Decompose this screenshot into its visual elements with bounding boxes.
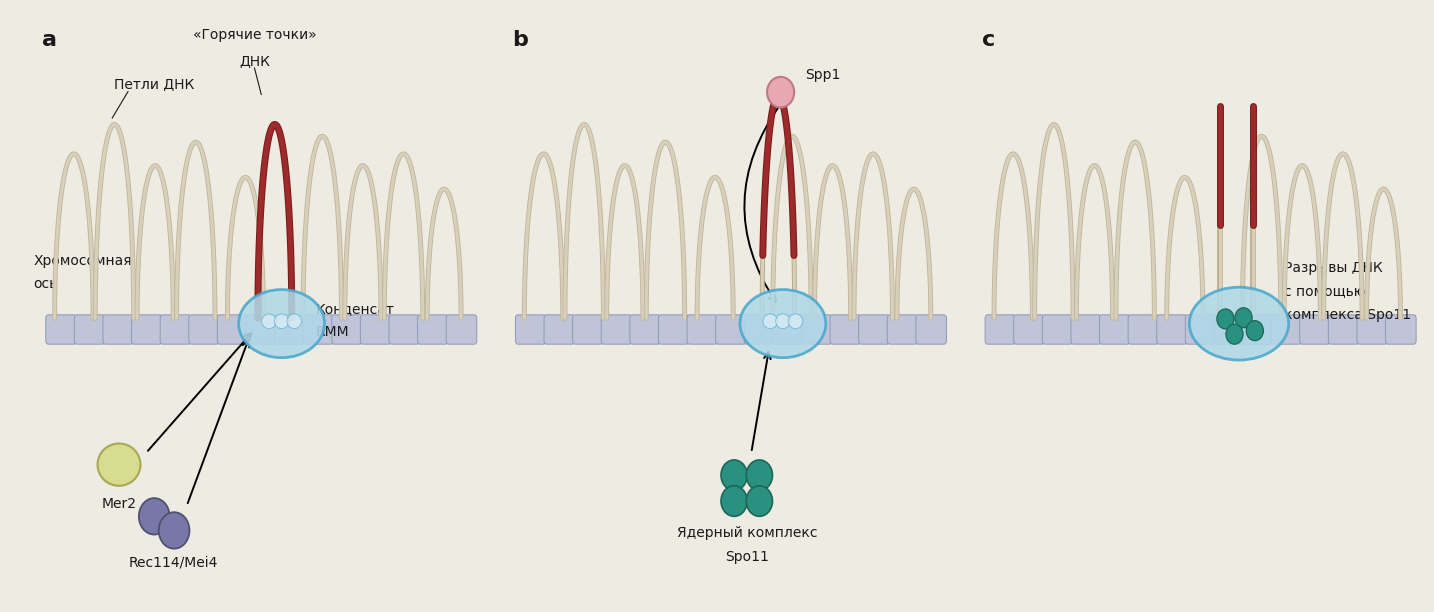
Ellipse shape xyxy=(262,314,277,329)
FancyBboxPatch shape xyxy=(859,315,889,344)
Ellipse shape xyxy=(1246,321,1263,341)
Ellipse shape xyxy=(721,460,747,490)
FancyBboxPatch shape xyxy=(274,315,305,344)
FancyBboxPatch shape xyxy=(1299,315,1331,344)
Text: b: b xyxy=(512,30,528,50)
FancyBboxPatch shape xyxy=(1328,315,1359,344)
Text: Spp1: Spp1 xyxy=(806,67,840,81)
FancyBboxPatch shape xyxy=(830,315,860,344)
FancyBboxPatch shape xyxy=(658,315,688,344)
Text: Ядерный комплекс: Ядерный комплекс xyxy=(677,526,817,540)
Text: ось: ось xyxy=(33,277,57,291)
FancyBboxPatch shape xyxy=(1043,315,1073,344)
FancyBboxPatch shape xyxy=(46,315,76,344)
FancyBboxPatch shape xyxy=(1357,315,1388,344)
FancyBboxPatch shape xyxy=(802,315,832,344)
FancyBboxPatch shape xyxy=(1129,315,1159,344)
FancyBboxPatch shape xyxy=(1385,315,1417,344)
FancyBboxPatch shape xyxy=(572,315,604,344)
Text: ДНК: ДНК xyxy=(239,54,270,68)
FancyBboxPatch shape xyxy=(1271,315,1302,344)
FancyBboxPatch shape xyxy=(446,315,476,344)
FancyBboxPatch shape xyxy=(744,315,774,344)
FancyBboxPatch shape xyxy=(1186,315,1216,344)
Text: Разрывы ДНК: Разрывы ДНК xyxy=(1285,261,1382,275)
Text: c: c xyxy=(982,30,995,50)
Text: Хромосомная: Хромосомная xyxy=(33,254,132,268)
FancyBboxPatch shape xyxy=(417,315,449,344)
Ellipse shape xyxy=(1235,308,1252,328)
FancyBboxPatch shape xyxy=(132,315,162,344)
Text: «Горячие точки»: «Горячие точки» xyxy=(192,28,317,42)
FancyBboxPatch shape xyxy=(331,315,363,344)
FancyBboxPatch shape xyxy=(888,315,918,344)
Ellipse shape xyxy=(789,314,803,329)
Ellipse shape xyxy=(776,314,790,329)
Text: Spo11: Spo11 xyxy=(724,550,769,564)
Ellipse shape xyxy=(287,314,301,329)
FancyBboxPatch shape xyxy=(360,315,391,344)
FancyBboxPatch shape xyxy=(716,315,746,344)
Text: a: a xyxy=(42,30,57,50)
FancyBboxPatch shape xyxy=(1100,315,1130,344)
FancyBboxPatch shape xyxy=(247,315,277,344)
FancyBboxPatch shape xyxy=(161,315,191,344)
FancyBboxPatch shape xyxy=(630,315,661,344)
Text: RMM: RMM xyxy=(315,326,348,340)
Ellipse shape xyxy=(746,486,773,517)
Ellipse shape xyxy=(767,77,794,108)
FancyBboxPatch shape xyxy=(389,315,420,344)
FancyBboxPatch shape xyxy=(985,315,1015,344)
FancyBboxPatch shape xyxy=(1014,315,1044,344)
Text: Mer2: Mer2 xyxy=(102,497,136,511)
FancyBboxPatch shape xyxy=(543,315,575,344)
FancyBboxPatch shape xyxy=(189,315,219,344)
FancyBboxPatch shape xyxy=(1157,315,1187,344)
Ellipse shape xyxy=(159,512,189,548)
Text: комплекса Spo11: комплекса Spo11 xyxy=(1285,308,1411,322)
Ellipse shape xyxy=(238,289,324,357)
FancyBboxPatch shape xyxy=(1215,315,1245,344)
FancyBboxPatch shape xyxy=(75,315,105,344)
FancyBboxPatch shape xyxy=(515,315,546,344)
FancyBboxPatch shape xyxy=(773,315,803,344)
FancyBboxPatch shape xyxy=(1071,315,1101,344)
FancyBboxPatch shape xyxy=(687,315,717,344)
Text: Петли ДНК: Петли ДНК xyxy=(115,78,195,92)
Text: Конденсат: Конденсат xyxy=(315,302,394,316)
Ellipse shape xyxy=(763,314,777,329)
Ellipse shape xyxy=(98,444,141,486)
FancyBboxPatch shape xyxy=(303,315,334,344)
Ellipse shape xyxy=(721,486,747,517)
Ellipse shape xyxy=(1189,287,1289,360)
Text: Rec114/Mei4: Rec114/Mei4 xyxy=(129,556,218,570)
FancyBboxPatch shape xyxy=(601,315,632,344)
Ellipse shape xyxy=(139,498,169,534)
Ellipse shape xyxy=(746,460,773,490)
Ellipse shape xyxy=(740,289,826,357)
Text: с помощью: с помощью xyxy=(1285,285,1365,298)
Ellipse shape xyxy=(274,314,288,329)
FancyBboxPatch shape xyxy=(1242,315,1273,344)
FancyBboxPatch shape xyxy=(103,315,133,344)
Ellipse shape xyxy=(1226,324,1243,344)
FancyBboxPatch shape xyxy=(218,315,248,344)
Ellipse shape xyxy=(1217,309,1235,329)
FancyBboxPatch shape xyxy=(916,315,946,344)
